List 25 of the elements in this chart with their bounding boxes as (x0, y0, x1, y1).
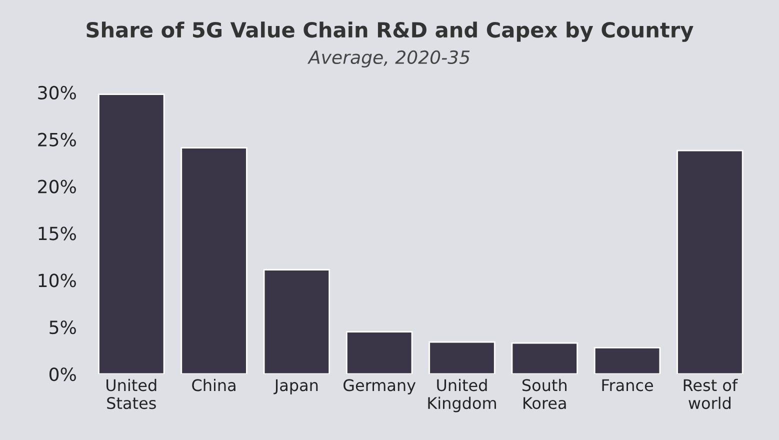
x-tick-label: United Kingdom (428, 378, 496, 412)
bar (180, 147, 248, 374)
y-tick-label: 30% (38, 86, 76, 100)
y-tick-label: 15% (38, 226, 76, 240)
bar (263, 269, 330, 374)
x-tick-label: South Korea (522, 378, 566, 410)
x-tick-label: Rest of world (684, 378, 738, 410)
y-tick-label: 10% (38, 274, 76, 288)
bar (511, 342, 578, 374)
x-tick-label: China (192, 378, 236, 392)
y-tick-label: 20% (38, 180, 76, 194)
x-tick-label: Japan (274, 379, 318, 394)
y-tick-label: 0% (49, 367, 76, 382)
chart-title: Share of 5G Value Chain R&D and Capex by Country (86, 22, 694, 42)
x-tick-label: Germany (344, 379, 416, 394)
bar (98, 94, 165, 374)
bar (346, 331, 413, 374)
x-tick-label: United States (106, 378, 156, 410)
bar (676, 150, 744, 374)
x-tick-label: France (602, 379, 653, 392)
chart-subtitle: Average, 2020-35 (307, 50, 470, 68)
bar (428, 341, 496, 374)
y-tick-label: 5% (50, 320, 76, 334)
bar (594, 347, 661, 374)
y-tick-label: 25% (38, 132, 76, 146)
